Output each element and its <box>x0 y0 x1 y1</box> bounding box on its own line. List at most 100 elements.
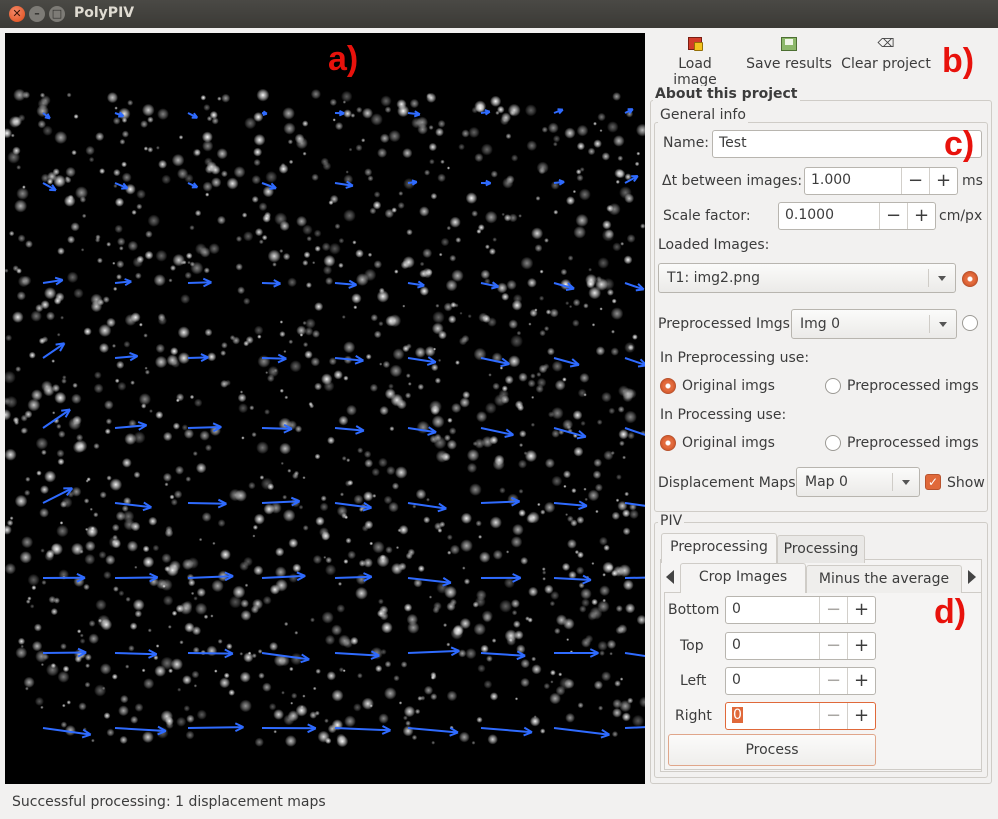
displacement-vector <box>187 722 244 732</box>
minimize-window-button[interactable]: – <box>29 6 45 22</box>
particle <box>321 242 331 252</box>
crop-bottom-value[interactable]: 0 <box>732 601 741 617</box>
particle <box>344 480 352 487</box>
displacement-vector <box>187 571 234 582</box>
particle <box>243 297 251 305</box>
particle <box>428 595 433 599</box>
crop-right-value[interactable]: 0 <box>726 703 819 729</box>
dt-spinbox[interactable]: 1.000 − + <box>804 167 958 195</box>
particle <box>618 429 629 440</box>
particle <box>263 503 275 515</box>
particle <box>147 628 152 633</box>
preproc-preprocessed-radio[interactable] <box>825 378 841 394</box>
particle <box>296 215 308 227</box>
proc-preprocessed-radio[interactable] <box>825 435 841 451</box>
particle <box>499 487 506 494</box>
crop-bottom-increment-button[interactable]: + <box>847 597 875 623</box>
particle <box>223 672 230 679</box>
crop-left-increment-button[interactable]: + <box>847 668 875 694</box>
particle <box>253 158 261 167</box>
scale-value[interactable]: 0.1000 <box>785 207 834 223</box>
scale-decrement-button[interactable]: − <box>879 203 907 229</box>
particle <box>539 329 546 337</box>
particle <box>602 598 606 603</box>
particle <box>577 388 587 398</box>
particle <box>540 728 546 734</box>
crop-right-decrement-button[interactable]: − <box>819 703 847 729</box>
dt-increment-button[interactable]: + <box>929 168 957 194</box>
particle <box>168 278 173 283</box>
proc-original-radio[interactable] <box>660 435 676 451</box>
crop-right-increment-button[interactable]: + <box>847 703 875 729</box>
particle <box>490 170 498 178</box>
scale-increment-button[interactable]: + <box>907 203 935 229</box>
crop-left-decrement-button[interactable]: − <box>819 668 847 694</box>
subtab-minus-average[interactable]: Minus the average <box>806 565 962 593</box>
particle <box>523 451 528 456</box>
particle <box>402 148 413 159</box>
particle <box>458 731 470 743</box>
particle <box>85 527 89 531</box>
crop-right-spinbox[interactable]: 0 − + <box>725 702 876 730</box>
preprocessed-imgs-select[interactable]: Img 0 <box>791 309 957 339</box>
tab-processing[interactable]: Processing <box>777 535 865 563</box>
crop-top-value[interactable]: 0 <box>732 637 741 653</box>
crop-top-decrement-button[interactable]: − <box>819 633 847 659</box>
particle <box>433 347 437 351</box>
dt-decrement-button[interactable]: − <box>901 168 929 194</box>
particle <box>619 677 624 681</box>
crop-left-value[interactable]: 0 <box>732 672 741 688</box>
particle <box>466 462 478 473</box>
particle <box>338 262 344 269</box>
particle <box>343 174 354 185</box>
particle <box>117 237 126 246</box>
crop-left-spinbox[interactable]: 0 − + <box>725 667 876 695</box>
particle <box>527 617 533 623</box>
crop-top-increment-button[interactable]: + <box>847 633 875 659</box>
loaded-images-select[interactable]: T1: img2.png <box>658 263 956 293</box>
dt-value[interactable]: 1.000 <box>811 172 852 188</box>
scroll-tabs-right-icon[interactable] <box>968 570 976 584</box>
particle <box>259 475 265 480</box>
displacement-maps-value: Map 0 <box>805 474 848 490</box>
particle <box>279 331 286 338</box>
particle <box>40 173 50 183</box>
crop-top-spinbox[interactable]: 0 − + <box>725 632 876 660</box>
show-checkbox[interactable]: ✓ <box>925 474 941 490</box>
project-name-field[interactable]: Test <box>712 130 982 158</box>
particle <box>37 120 46 129</box>
process-button[interactable]: Process <box>668 734 876 766</box>
particle <box>82 213 87 219</box>
load-image-button[interactable]: Load image <box>655 36 735 88</box>
subtab-crop-images[interactable]: Crop Images <box>680 563 806 593</box>
piv-image-canvas[interactable] <box>5 33 645 784</box>
particle <box>100 618 113 631</box>
particle <box>170 347 179 356</box>
preproc-original-radio[interactable] <box>660 378 676 394</box>
scale-spinbox[interactable]: 0.1000 − + <box>778 202 936 230</box>
particle <box>99 168 106 175</box>
particle <box>166 354 179 367</box>
particle <box>575 169 582 175</box>
particle <box>369 207 377 215</box>
crop-bottom-spinbox[interactable]: 0 − + <box>725 596 876 624</box>
particle <box>553 209 559 215</box>
clear-project-button[interactable]: ⌫ Clear project <box>840 36 932 72</box>
preprocessed-imgs-radio[interactable] <box>962 315 978 331</box>
particle <box>511 154 519 162</box>
displacement-maps-select[interactable]: Map 0 <box>796 467 920 497</box>
tab-preprocessing[interactable]: Preprocessing <box>661 533 777 563</box>
save-results-button[interactable]: Save results <box>746 36 832 72</box>
maximize-window-button[interactable]: □ <box>49 6 65 22</box>
particle <box>476 228 482 234</box>
crop-bottom-decrement-button[interactable]: − <box>819 597 847 623</box>
loaded-images-radio[interactable] <box>962 271 978 287</box>
particle <box>88 156 95 163</box>
particle <box>398 524 409 535</box>
particle <box>169 560 181 572</box>
scroll-tabs-left-icon[interactable] <box>666 570 674 584</box>
particle <box>566 638 570 642</box>
close-window-button[interactable]: ✕ <box>9 6 25 22</box>
particle <box>581 598 590 607</box>
particle <box>171 610 178 616</box>
